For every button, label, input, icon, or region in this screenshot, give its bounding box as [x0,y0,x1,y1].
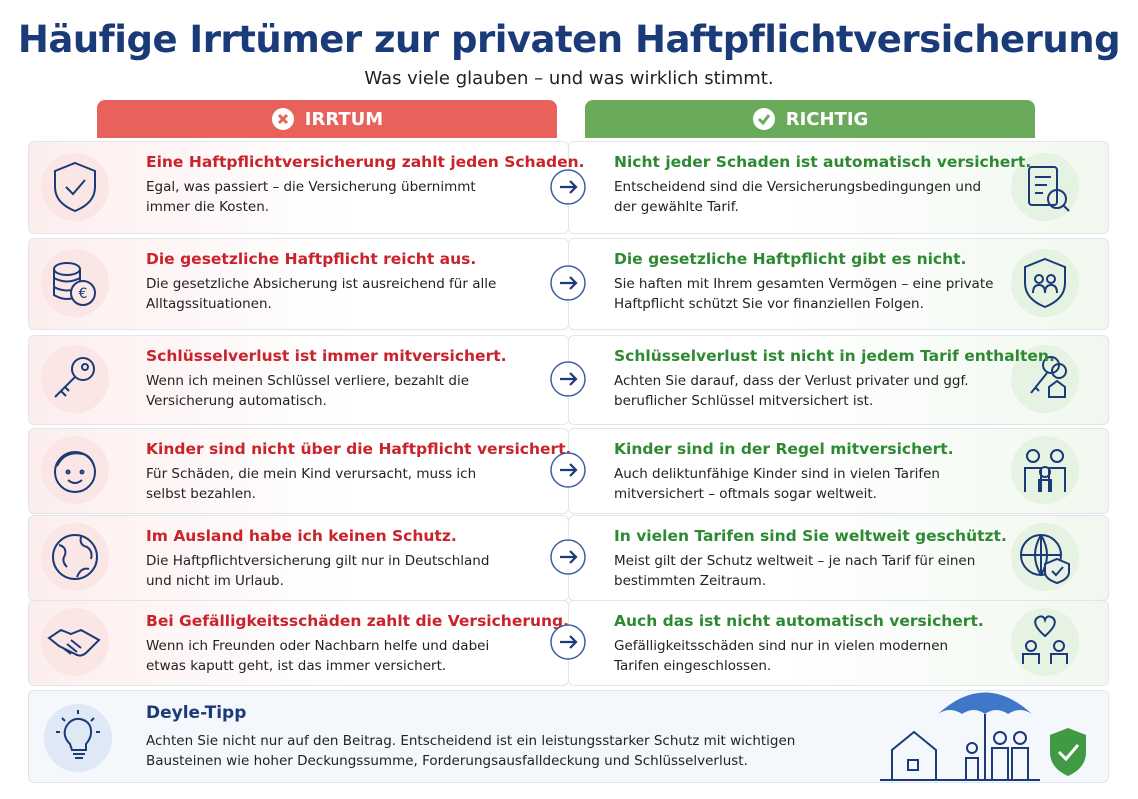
tip-text: Achten Sie nicht nur auf den Beitrag. En… [146,733,796,769]
icon [1011,436,1079,504]
myth-title: Kinder sind nicht über die Haftpflicht v… [146,440,572,458]
icon [1011,152,1079,221]
fact-title: In vielen Tarifen sind Sie weltweit gesc… [614,527,1007,545]
myth-header: IRRTUM [97,100,557,138]
icon [41,608,109,676]
myth-box [28,600,569,686]
icon [1011,249,1079,317]
arrow [550,624,586,660]
myth-box [28,335,569,425]
icon [41,152,109,221]
fact-header: RICHTIG [585,100,1035,138]
myth-title: Im Ausland habe ich keinen Schutz. [146,527,457,545]
arrow [550,361,586,397]
arrow [550,452,586,488]
arrow [550,265,586,301]
fact-title: Auch das ist nicht automatisch versicher… [614,612,984,630]
myth-text: Wenn ich meinen Schlüssel verliere, beza… [146,373,470,409]
fact-text: Achten Sie darauf, dass der Verlust priv… [614,373,969,409]
icon [1011,523,1079,591]
myth-text: Für Schäden, die mein Kind verursacht, m… [146,466,477,502]
title: Häufige Irrtümer zur privaten Haftpflich… [17,18,1121,61]
myth-text: Die Haftpflichtversicherung gilt nur in … [146,553,490,589]
fact-title: Die gesetzliche Haftpflicht gibt es nich… [614,250,967,268]
myth-text: Wenn ich Freunden oder Nachbarn helfe un… [146,638,490,674]
icon [1011,345,1079,413]
myth-box [28,238,569,330]
fact-label: RICHTIG [785,108,869,130]
myth-label: IRRTUM [304,108,384,130]
x-icon [271,108,294,130]
myth-title: Schlüsselverlust ist immer mitversichert… [146,347,507,365]
bulb-icon [44,704,112,772]
icon [41,436,109,504]
fact-text: Sie haften mit Ihrem gesamten Vermögen –… [614,276,994,312]
fact-title: Nicht jeder Schaden ist automatisch vers… [614,153,1032,171]
myth-title: Die gesetzliche Haftpflicht reicht aus. [146,250,477,268]
icon [41,345,109,413]
fact-title: Kinder sind in der Regel mitversichert. [614,440,954,458]
myth-text: Die gesetzliche Absicherung ist ausreich… [146,276,497,312]
subtitle: Was viele glauben – und was wirklich sti… [364,68,774,89]
tip-box [28,690,1109,783]
icon [41,523,109,591]
icon [1011,608,1079,676]
arrow [550,539,586,575]
fact-text: Meist gilt der Schutz weltweit – je nach… [614,553,976,589]
fact-title: Schlüsselverlust ist nicht in jedem Tari… [614,347,1055,365]
arrow [550,168,586,205]
myth-title: Bei Gefälligkeitsschäden zahlt die Versi… [146,612,570,630]
check-icon [752,108,775,130]
family-illustration [880,692,1086,781]
svg-text:€: € [79,286,88,302]
myth-text: Egal, was passiert – die Versicherung üb… [146,179,476,215]
tip-title: Deyle-Tipp [146,703,247,723]
fact-text: Entscheidend sind die Versicherungsbedin… [614,179,982,215]
fact-text: Auch deliktunfähige Kinder sind in viele… [614,466,940,502]
icon: € [41,249,109,317]
myth-title: Eine Haftpflichtversicherung zahlt jeden… [146,153,585,171]
fact-text: Gefälligkeitsschäden sind nur in vielen … [614,638,949,674]
